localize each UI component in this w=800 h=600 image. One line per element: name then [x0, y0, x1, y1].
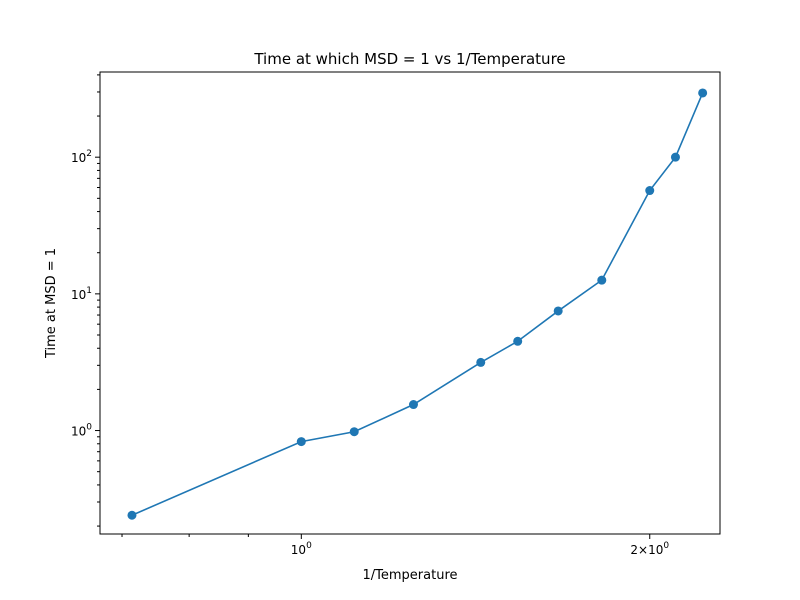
data-point — [513, 336, 523, 346]
x-tick-label: 2×100 — [630, 541, 669, 557]
data-point — [476, 357, 486, 367]
series-layer — [127, 88, 708, 520]
y-tick-label: 102 — [71, 149, 92, 165]
data-point — [645, 186, 655, 196]
chart-title: Time at which MSD = 1 vs 1/Temperature — [253, 50, 565, 68]
x-tick-label: 100 — [291, 541, 312, 557]
data-point — [553, 306, 563, 316]
data-point — [670, 152, 680, 162]
data-point — [408, 400, 418, 410]
y-axis-label: Time at MSD = 1 — [44, 248, 59, 359]
series-line — [131, 92, 704, 516]
data-point — [349, 427, 359, 437]
y-tick-label: 101 — [71, 286, 92, 302]
data-point — [127, 510, 137, 520]
data-point — [597, 275, 607, 285]
x-axis: 100 2×100 — [121, 534, 669, 557]
y-axis: 100 101 102 — [71, 74, 100, 527]
y-tick-label: 100 — [71, 423, 92, 439]
data-point — [296, 437, 306, 447]
plot-area — [99, 71, 721, 535]
x-axis-label: 1/Temperature — [363, 568, 458, 583]
data-point — [698, 88, 708, 98]
